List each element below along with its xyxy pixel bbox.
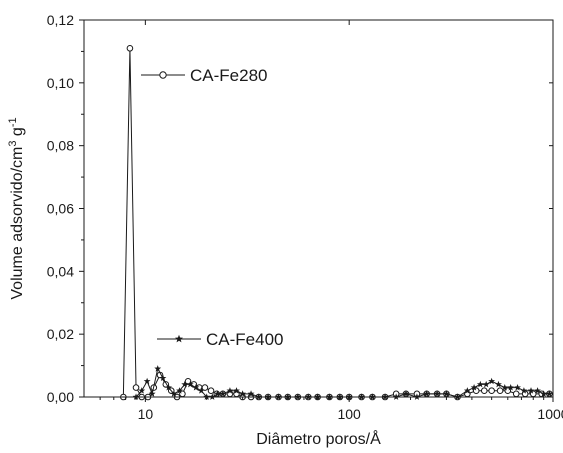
data-point-star: [470, 383, 478, 391]
data-point-star: [186, 380, 194, 388]
series-line-1: [122, 48, 550, 398]
legend-marker-ca-fe400: [175, 334, 183, 343]
y-tick-label: 0,08: [47, 138, 74, 154]
data-point-star: [482, 380, 490, 388]
data-point-star: [423, 390, 431, 397]
data-point-star: [170, 390, 178, 397]
data-point-star: [402, 390, 410, 397]
data-point-star: [520, 387, 528, 394]
data-point-circle: [126, 44, 134, 52]
data-point-circle: [480, 387, 488, 395]
y-tick-label: 0,00: [47, 389, 74, 405]
y-tick-label: 0,02: [47, 326, 74, 342]
x-tick-label: 10: [138, 406, 154, 422]
data-point-star: [143, 377, 151, 385]
y-axis-label-main: Volume adsorvido/cm: [9, 147, 26, 300]
legend-label-ca-fe280: CA-Fe280: [190, 66, 267, 85]
data-point-star: [181, 380, 189, 388]
data-point-circle: [132, 384, 140, 391]
data-point-star: [176, 387, 183, 394]
legend-marker-ca-fe280: [159, 71, 167, 79]
data-point-star: [214, 390, 221, 397]
x-tick-label: 100: [337, 406, 361, 422]
series-ca-fe280: [120, 44, 553, 401]
series-line-2: [135, 367, 550, 398]
data-point-star: [247, 390, 255, 397]
data-point-circle: [201, 384, 209, 391]
data-point-star: [488, 377, 496, 385]
data-point-star: [527, 387, 535, 394]
data-point-star: [501, 383, 509, 391]
y-tick-label: 0,10: [47, 75, 74, 91]
data-point-circle: [207, 387, 215, 395]
data-point-star: [138, 387, 146, 394]
legend-label-ca-fe400: CA-Fe400: [206, 330, 283, 349]
data-point-star: [226, 387, 234, 394]
data-point-star: [159, 374, 167, 382]
data-point-star: [540, 390, 548, 397]
data-point-star: [463, 387, 471, 394]
data-point-star: [507, 383, 515, 391]
data-point-star: [239, 390, 247, 397]
data-point-star: [514, 383, 521, 391]
data-point-star: [219, 390, 227, 397]
data-point-star: [443, 390, 450, 397]
data-point-star: [197, 387, 205, 394]
data-point-star: [165, 383, 172, 391]
x-axis-label: Diâmetro poros/Å: [256, 429, 381, 448]
y-axis-label-sup1: 3: [7, 141, 19, 147]
x-tick-label: 1000: [537, 406, 563, 422]
data-point-circle: [496, 387, 504, 395]
y-axis-label-sup2: -1: [7, 117, 19, 127]
y-tick-label: 0,12: [47, 12, 74, 28]
data-point-circle: [512, 390, 520, 398]
y-tick-label: 0,04: [47, 263, 74, 279]
data-point-star: [433, 390, 441, 397]
y-axis-label-unit: g: [9, 127, 26, 140]
axes: 0,00 0,02 0,04 0,06 0,08 0,10 0,12 10 100 1000: [47, 12, 563, 422]
y-axis-label: Volume adsorvido/cm3 g-1: [7, 117, 26, 299]
data-point-star: [534, 387, 541, 394]
data-point-star: [154, 365, 162, 372]
data-point-star: [495, 380, 502, 388]
data-point-star: [233, 387, 240, 394]
legend: CA-Fe280 CA-Fe400: [141, 66, 283, 349]
data-point-star: [192, 383, 200, 391]
data-point-circle: [488, 387, 495, 395]
data-point-star: [545, 390, 553, 397]
plot-frame: [83, 19, 554, 398]
data-point-star: [148, 390, 156, 397]
data-point-star: [476, 380, 484, 388]
y-tick-label: 0,06: [47, 201, 74, 217]
